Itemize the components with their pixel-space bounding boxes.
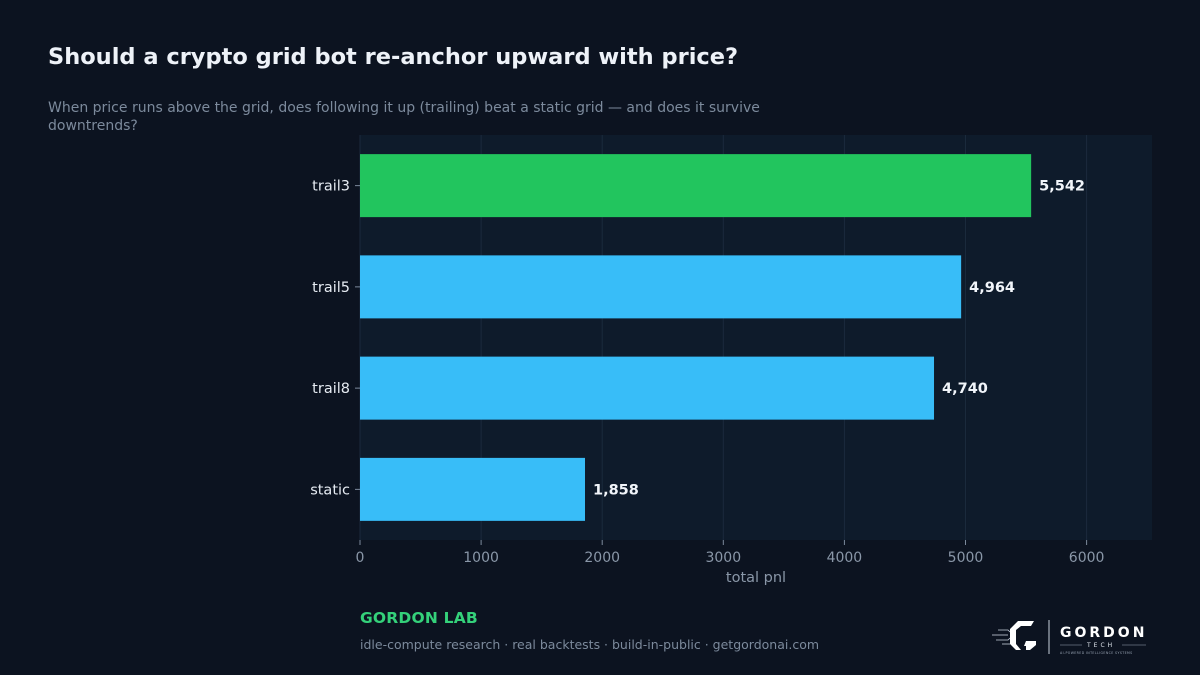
- y-axis: trail3 trail5 trail8 static: [310, 179, 360, 498]
- y-tick-label-trail8: trail8: [312, 381, 350, 397]
- bar-trail5: [360, 255, 962, 319]
- x-tick-label: 5000: [948, 550, 984, 566]
- value-label-trail3: 5,542: [1039, 179, 1085, 195]
- y-tick-label-static: static: [310, 482, 350, 498]
- x-tick-label: 0: [356, 550, 365, 566]
- value-label-static: 1,858: [593, 482, 639, 498]
- logo-small-text: AI-POWERED INTELLIGENCE SYSTEMS: [1060, 651, 1133, 655]
- bars: [360, 154, 1032, 521]
- bar-trail8: [360, 356, 935, 420]
- bar-chart: 5,542 4,964 4,740 1,858 trail3 trail5 trail8 s…: [310, 135, 1152, 586]
- y-tick-label-trail3: trail3: [312, 179, 350, 195]
- brand-name: GORDON LAB: [360, 609, 478, 627]
- x-tick-label: 3000: [705, 550, 741, 566]
- logo-wordmark: GORDON: [1060, 625, 1147, 641]
- bar-trail3: [360, 154, 1032, 218]
- value-labels: 5,542 4,964 4,740 1,858: [593, 179, 1085, 499]
- x-tick-label: 2000: [584, 550, 620, 566]
- chart-title: Should a crypto grid bot re-anchor upwar…: [48, 44, 739, 70]
- chart-subtitle: When price runs above the grid, does fol…: [48, 100, 760, 134]
- y-tick-label-trail5: trail5: [312, 280, 350, 296]
- g-mark-icon: [1010, 621, 1036, 650]
- value-label-trail5: 4,964: [969, 280, 1015, 296]
- gordon-tech-logo: GORDON TECH AI-POWERED INTELLIGENCE SYST…: [992, 620, 1147, 655]
- x-tick-label: 4000: [827, 550, 863, 566]
- x-tick-label: 6000: [1069, 550, 1105, 566]
- x-axis-label: total pnl: [726, 570, 786, 586]
- x-tick-label: 1000: [463, 550, 499, 566]
- logo-subtext: TECH: [1086, 642, 1115, 649]
- x-axis: 0 1000 2000 3000 4000 5000 6000: [356, 540, 1105, 566]
- circuit-icon: [992, 629, 1011, 645]
- value-label-trail8: 4,740: [942, 381, 988, 397]
- footer-tagline: idle-compute research · real backtests ·…: [360, 637, 820, 652]
- bar-static: [360, 457, 586, 521]
